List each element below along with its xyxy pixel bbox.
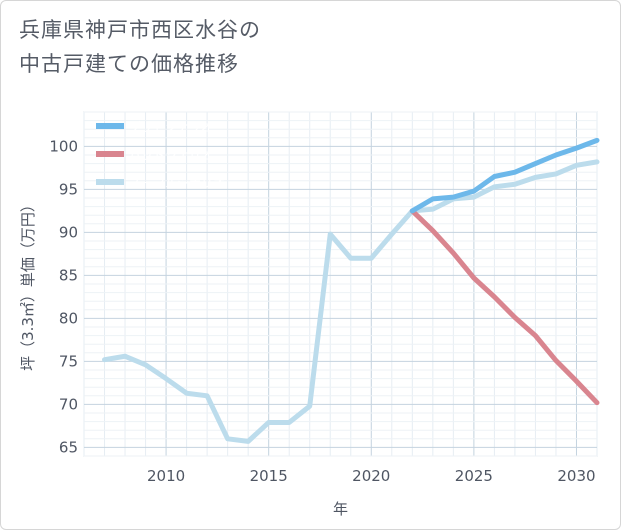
y-tick-label: 70 bbox=[59, 395, 78, 413]
x-tick-label: 2025 bbox=[455, 467, 493, 485]
series-line-2 bbox=[102, 159, 600, 444]
chart-title-line-1: 兵庫県神戸市西区水谷の bbox=[19, 18, 261, 42]
y-tick-label: 90 bbox=[59, 223, 78, 241]
chart-title: 兵庫県神戸市西区水谷の 中古戸建ての価格推移 bbox=[19, 13, 439, 81]
legend-label: ノーマルシナリオ bbox=[129, 176, 225, 190]
x-tick-label: 2015 bbox=[250, 467, 288, 485]
y-axis-label: 坪（3.3㎡）単価（万円） bbox=[19, 197, 37, 371]
y-tick-label: 80 bbox=[59, 309, 78, 327]
x-tick-label: 2030 bbox=[557, 467, 595, 485]
chart-title-line-2: 中古戸建ての価格推移 bbox=[19, 52, 239, 76]
y-tick-label: 95 bbox=[59, 180, 78, 198]
x-tick-label: 2010 bbox=[147, 467, 185, 485]
y-tick-label: 100 bbox=[49, 137, 78, 155]
series-line-1 bbox=[409, 208, 600, 406]
y-tick-label: 75 bbox=[59, 352, 78, 370]
grid bbox=[83, 111, 598, 457]
legend-label: バッドシナリオ bbox=[129, 148, 213, 162]
x-tick-label: 2020 bbox=[352, 467, 390, 485]
axis-ticks: 2010 2015 2020 2025 2030 65 70 75 80 85 90 95 100 bbox=[49, 137, 595, 485]
series-layer bbox=[102, 137, 600, 444]
series-line-0 bbox=[409, 137, 600, 214]
y-tick-label: 65 bbox=[59, 438, 78, 456]
legend-label: グッドシナリオ bbox=[129, 120, 213, 134]
y-tick-label: 85 bbox=[59, 266, 78, 284]
x-axis-label: 年 bbox=[333, 500, 348, 518]
